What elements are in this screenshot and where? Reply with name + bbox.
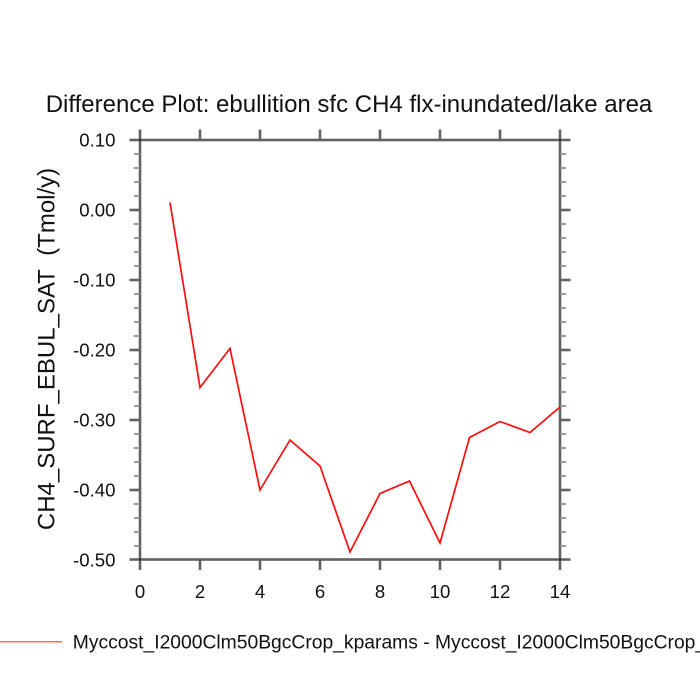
svg-text:2: 2 [195,581,205,602]
svg-text:14: 14 [550,581,571,602]
svg-text:Difference Plot: ebullition sf: Difference Plot: ebullition sfc CH4 flx-… [46,91,653,118]
svg-text:0.00: 0.00 [79,199,115,220]
svg-text:0: 0 [135,581,145,602]
svg-text:CH4_SURF_EBUL_SAT (Tmol/y): CH4_SURF_EBUL_SAT (Tmol/y) [34,168,61,530]
svg-text:4: 4 [255,581,265,602]
svg-text:0.10: 0.10 [79,129,115,150]
svg-text:-0.20: -0.20 [73,339,115,360]
svg-text:12: 12 [490,581,511,602]
svg-text:6: 6 [315,581,325,602]
svg-text:Myccost_I2000Clm50BgcCrop_kpar: Myccost_I2000Clm50BgcCrop_kparams - Mycc… [73,632,700,653]
svg-text:-0.10: -0.10 [73,269,115,290]
svg-text:8: 8 [375,581,385,602]
svg-text:-0.30: -0.30 [73,409,115,430]
svg-text:-0.50: -0.50 [73,550,115,571]
svg-text:10: 10 [430,581,451,602]
svg-text:-0.40: -0.40 [73,479,115,500]
